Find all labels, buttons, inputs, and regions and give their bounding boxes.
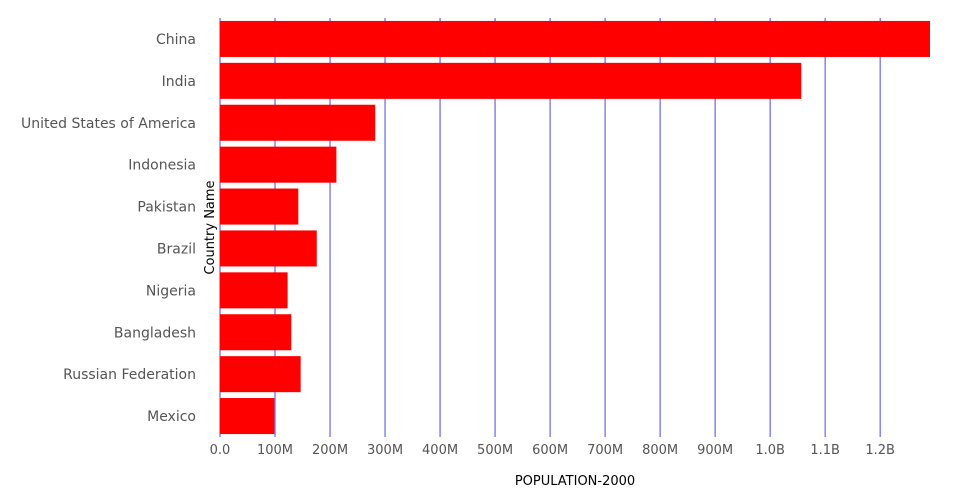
x-tick-label: 1.2B: [865, 443, 895, 458]
category-label: India: [162, 74, 196, 90]
bar: [220, 356, 301, 393]
bar: [220, 188, 299, 225]
x-tick-label: 400M: [422, 443, 458, 458]
category-label: Nigeria: [146, 283, 196, 299]
category-label: Pakistan: [137, 200, 196, 216]
bar-layer: [220, 20, 930, 435]
x-tick-label: 900M: [697, 443, 733, 458]
category-labels: China India United States of America Indone…: [21, 32, 196, 425]
category-label: Bangladesh: [114, 325, 196, 341]
bar: [220, 314, 292, 351]
bar: [220, 230, 317, 267]
x-tick-label: 100M: [257, 443, 293, 458]
category-label: Brazil: [157, 241, 196, 257]
y-axis-title: Country Name: [203, 180, 218, 274]
x-tick-label: 700M: [587, 443, 623, 458]
bar: [220, 104, 376, 141]
bar: [220, 146, 337, 183]
bar: [220, 62, 802, 99]
x-tick-label: 200M: [312, 443, 348, 458]
category-label: Mexico: [147, 409, 196, 425]
x-tick-labels: 0.0 100M 200M 300M 400M 500M 600M 700M 800M 900M 1…: [210, 443, 895, 458]
bar: [220, 20, 930, 57]
bar: [220, 398, 275, 435]
category-label: Russian Federation: [63, 367, 196, 383]
x-tick-label: 1.1B: [810, 443, 840, 458]
x-axis-title: POPULATION-2000: [515, 474, 635, 489]
x-tick-label: 500M: [477, 443, 513, 458]
x-tick-label: 800M: [642, 443, 678, 458]
x-tick-label: 1.0B: [755, 443, 785, 458]
x-tick-label: 300M: [367, 443, 403, 458]
category-label: United States of America: [21, 116, 196, 132]
bar: [220, 272, 288, 309]
x-tick-label: 0.0: [210, 443, 231, 458]
category-label: Indonesia: [128, 158, 196, 174]
category-label: China: [156, 32, 196, 48]
x-tick-label: 600M: [532, 443, 568, 458]
